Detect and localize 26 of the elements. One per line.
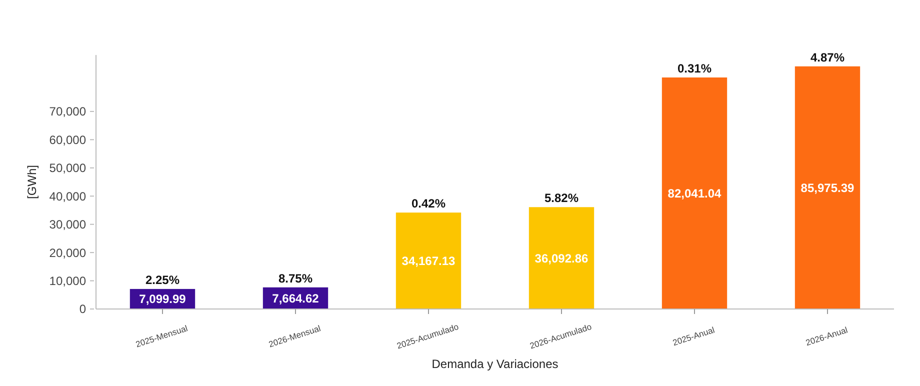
annotation: 4.87% <box>810 50 845 64</box>
data-label: 36,092.86 <box>534 251 589 266</box>
y-tick-label: 20,000 <box>49 246 86 260</box>
y-tick-label: 60,000 <box>49 132 86 147</box>
annotation: 0.42% <box>411 196 446 211</box>
y-tick-label: 40,000 <box>49 189 86 204</box>
annotation: 5.82% <box>544 191 579 206</box>
data-label: 7,664.62 <box>272 291 320 306</box>
bar <box>794 66 860 309</box>
annotation: 0.31% <box>677 61 712 76</box>
bar <box>662 77 728 309</box>
y-tick-label: 30,000 <box>49 218 86 232</box>
data-label: 7,099.99 <box>139 292 186 306</box>
y-tick-label: 70,000 <box>49 104 86 119</box>
data-label: 85,975.39 <box>800 180 855 195</box>
x-axis-title: Demanda y Variaciones <box>432 357 558 371</box>
y-axis-title: [GWh] <box>25 164 39 200</box>
y-tick-label: 50,000 <box>49 161 86 176</box>
data-label: 82,041.04 <box>668 186 722 200</box>
bar <box>528 207 594 309</box>
bar <box>396 212 462 309</box>
y-tick-label: 0 <box>79 302 86 316</box>
y-tick-label: 10,000 <box>49 274 86 288</box>
data-label: 34,167.13 <box>402 254 456 268</box>
annotation: 8.75% <box>278 271 313 286</box>
annotation: 2.25% <box>145 272 180 287</box>
